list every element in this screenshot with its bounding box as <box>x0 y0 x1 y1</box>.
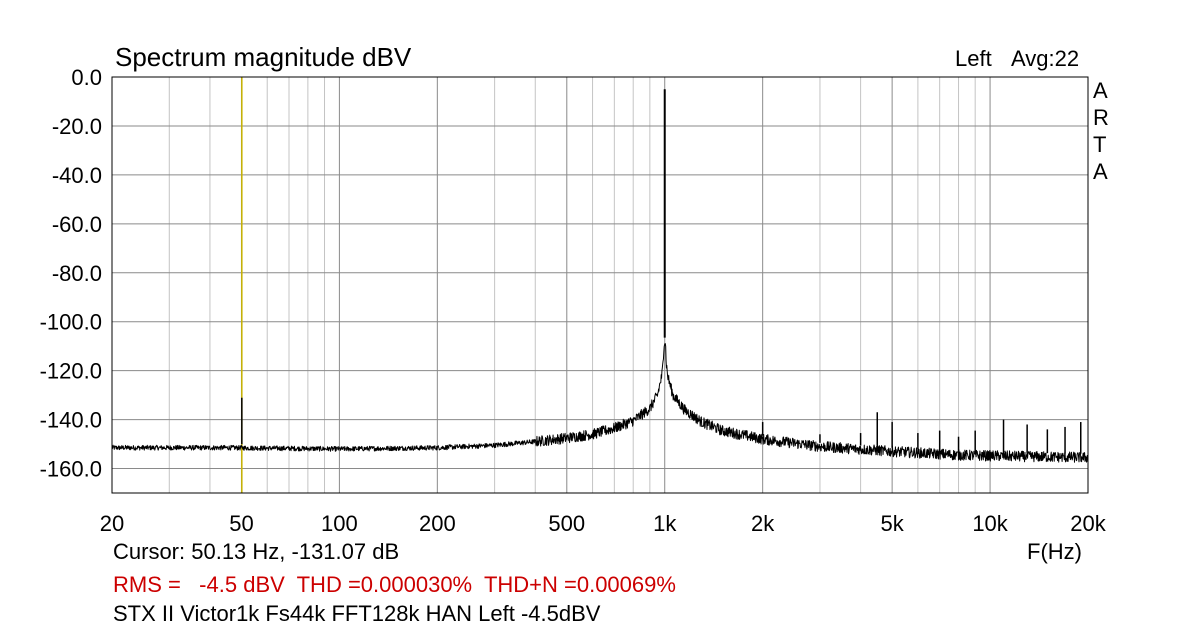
brand-letter: T <box>1093 132 1106 157</box>
x-tick-label: 5k <box>881 511 905 536</box>
y-tick-label: -60.0 <box>52 212 102 237</box>
y-tick-label: -80.0 <box>52 261 102 286</box>
measurement-stats: RMS = -4.5 dBV THD =0.000030% THD+N =0.0… <box>113 572 676 597</box>
noise-floor-trace <box>111 343 1089 463</box>
x-tick-label: 2k <box>751 511 775 536</box>
x-tick-label: 10k <box>972 511 1008 536</box>
y-tick-label: -20.0 <box>52 114 102 139</box>
y-tick-label: 0.0 <box>71 65 102 90</box>
x-tick-label: 100 <box>321 511 358 536</box>
channel-label: Left <box>955 46 992 71</box>
x-tick-label: 20 <box>100 511 124 536</box>
x-tick-label: 500 <box>548 511 585 536</box>
x-tick-label: 50 <box>229 511 253 536</box>
plot-frame <box>111 76 1089 494</box>
y-tick-label: -140.0 <box>40 408 102 433</box>
x-tick-labels: 20 50 100 200 500 1k 2k 5k 10k 20k <box>100 511 1107 536</box>
brand-letter: A <box>1093 78 1108 103</box>
cursor-readout: Cursor: 50.13 Hz, -131.07 dB <box>113 539 400 564</box>
x-axis-label: F(Hz) <box>1027 539 1082 564</box>
averaging-label: Avg:22 <box>1011 46 1080 71</box>
brand-letter: R <box>1093 105 1109 130</box>
x-tick-label: 20k <box>1070 511 1106 536</box>
measurement-description: STX II Victor1k Fs44k FFT128k HAN Left -… <box>113 601 601 626</box>
y-tick-label: -120.0 <box>40 359 102 384</box>
brand-letter: A <box>1093 159 1108 184</box>
x-tick-label: 200 <box>419 511 456 536</box>
y-tick-labels: 0.0 -20.0 -40.0 -60.0 -80.0 -100.0 -120.0 -140.… <box>40 65 102 482</box>
chart-title: Spectrum magnitude dBV <box>115 42 412 72</box>
spectrum-trace-layer <box>111 89 1089 463</box>
y-tick-label: -100.0 <box>40 310 102 335</box>
x-tick-label: 1k <box>653 511 677 536</box>
y-tick-label: -160.0 <box>40 457 102 482</box>
y-tick-label: -40.0 <box>52 163 102 188</box>
